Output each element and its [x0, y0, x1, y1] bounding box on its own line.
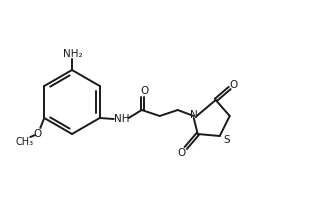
Text: S: S: [223, 134, 230, 144]
Text: CH₃: CH₃: [15, 136, 33, 146]
Text: N: N: [190, 109, 198, 119]
Text: NH: NH: [114, 114, 130, 123]
Text: NH₂: NH₂: [63, 49, 83, 59]
Text: O: O: [230, 80, 238, 89]
Text: O: O: [141, 86, 149, 96]
Text: O: O: [177, 147, 186, 157]
Text: O: O: [33, 128, 41, 138]
